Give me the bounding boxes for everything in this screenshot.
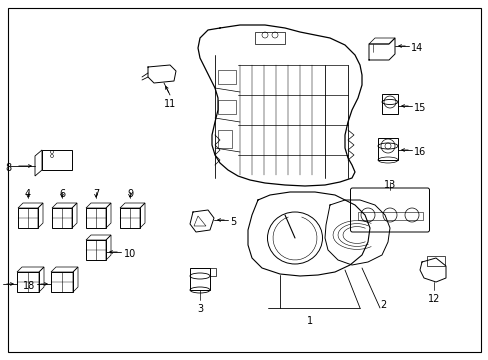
Bar	[381, 94, 397, 114]
Bar	[51, 272, 73, 292]
Text: 2: 2	[379, 300, 386, 310]
Text: 12: 12	[427, 294, 439, 304]
Bar	[218, 100, 236, 114]
Bar	[357, 212, 422, 220]
Bar	[190, 268, 209, 290]
Bar	[52, 208, 72, 228]
Bar	[218, 70, 236, 84]
Bar	[86, 208, 106, 228]
Text: 1: 1	[306, 316, 312, 326]
Text: 6: 6	[59, 189, 65, 199]
Bar	[377, 138, 397, 160]
Bar	[86, 240, 106, 260]
Bar	[209, 268, 216, 276]
Bar	[18, 208, 38, 228]
Text: 17: 17	[0, 281, 1, 291]
Text: 14: 14	[410, 43, 423, 53]
Text: 16: 16	[413, 147, 426, 157]
Bar	[120, 208, 140, 228]
Text: 9: 9	[127, 189, 133, 199]
Text: 18: 18	[23, 281, 35, 291]
Bar	[218, 130, 231, 148]
Bar	[254, 32, 285, 44]
Text: 4: 4	[25, 189, 31, 199]
Text: 5: 5	[229, 217, 236, 227]
Text: 10: 10	[124, 249, 136, 259]
Bar	[17, 272, 39, 292]
Text: 15: 15	[413, 103, 426, 113]
Text: 8: 8	[6, 163, 12, 173]
Text: 11: 11	[163, 99, 176, 109]
Text: 13: 13	[383, 180, 395, 190]
Bar	[42, 150, 72, 170]
Bar	[426, 256, 444, 266]
Text: 3: 3	[197, 304, 203, 314]
Text: 7: 7	[93, 189, 99, 199]
